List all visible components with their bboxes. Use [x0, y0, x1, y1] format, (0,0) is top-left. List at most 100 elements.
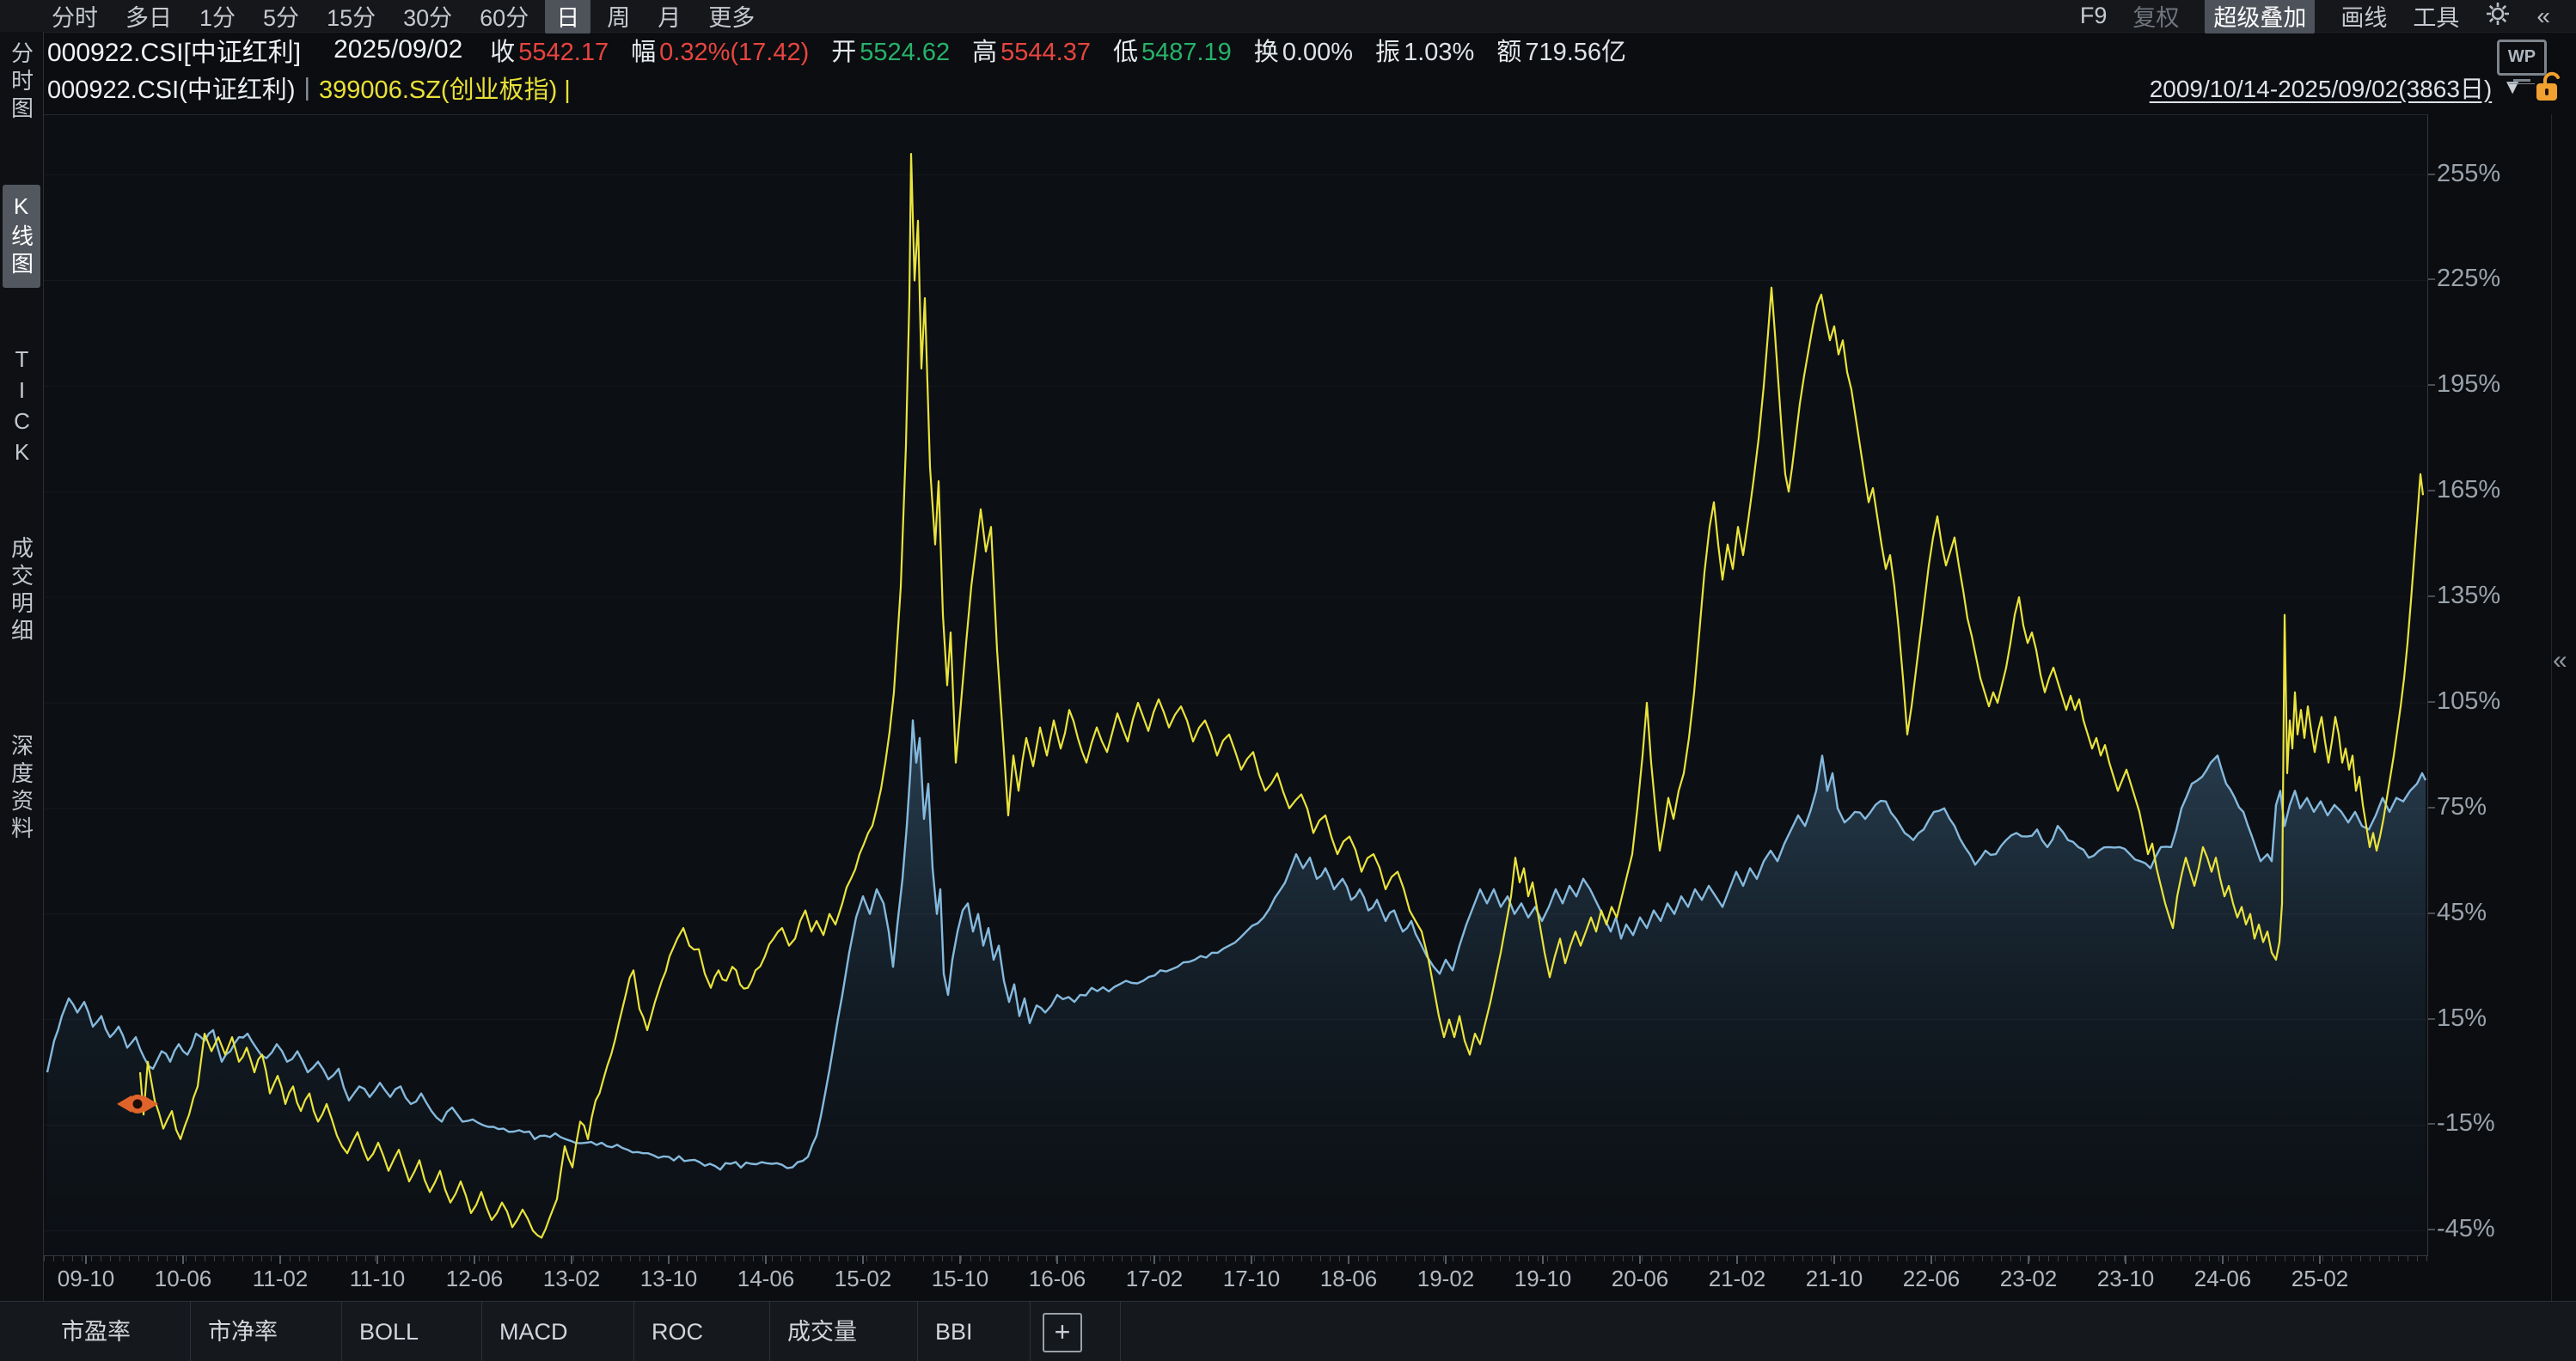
x-tick-mark	[1445, 1255, 1447, 1264]
x-tick-mark	[2125, 1255, 2126, 1264]
left-sidebar: 分时图 K线图 TICK 成交明细深度资料	[0, 32, 44, 1361]
y-tick-mark	[2428, 912, 2435, 914]
indicator-tab-ROC[interactable]: ROC	[634, 1302, 770, 1361]
y-tick-label: 165%	[2437, 476, 2501, 504]
wp-monitor-icon[interactable]: WP	[2497, 40, 2547, 82]
tool-超级叠加[interactable]: 超级叠加	[2205, 0, 2316, 34]
x-tick-label: 20-06	[1611, 1266, 1669, 1291]
x-tick-label: 09-10	[57, 1266, 115, 1291]
x-tick-mark	[474, 1255, 475, 1264]
y-tick-mark	[2428, 490, 2435, 492]
period-15分[interactable]: 15分	[327, 5, 376, 31]
y-tick-mark	[2428, 1229, 2435, 1231]
period-日[interactable]: 日	[545, 0, 591, 34]
quote-field-value: 5487.19	[1141, 39, 1232, 66]
quote-field-value: 0.00%	[1282, 39, 1354, 66]
x-tick-label: 24-06	[2194, 1266, 2252, 1291]
y-tick-label: -15%	[2437, 1109, 2495, 1138]
quote-fields: 收 5542.17 幅 0.32%(17.42) 开 5524.62 高 5544.37 低 54…	[490, 32, 1649, 68]
indicator-tab-市盈率[interactable]: 市盈率	[44, 1302, 191, 1361]
primary-instrument-label[interactable]: 000922.CSI(中证红利)	[47, 76, 296, 104]
x-tick-label: 10-06	[154, 1266, 212, 1291]
period-1分[interactable]: 1分	[199, 5, 236, 31]
indicator-tab-市净率[interactable]: 市净率	[191, 1302, 342, 1361]
x-tick-mark	[1056, 1255, 1058, 1264]
x-tick-label: 16-06	[1028, 1266, 1086, 1291]
overlay-bar: 000922.CSI(中证红利) | 399006.SZ(创业板指) |	[0, 68, 2576, 107]
x-tick-mark	[959, 1255, 961, 1264]
tool-F9[interactable]: F9	[2079, 3, 2108, 28]
indicator-tab-BBI[interactable]: BBI	[918, 1302, 1031, 1361]
unlock-icon[interactable]	[2533, 71, 2562, 104]
indicator-tabbar: 市盈率 市净率 BOLL MACD ROC 成交量 BBI +	[0, 1301, 2576, 1361]
date-range-control[interactable]: 2009/10/14-2025/09/02(3863日) ▼	[2150, 70, 2562, 105]
sidebar-item-成交明细[interactable]: 成交明细	[8, 536, 34, 646]
tool-工具[interactable]: 工具	[2413, 5, 2460, 31]
x-tick-mark	[1251, 1255, 1252, 1264]
quote-symbol[interactable]: 000922.CSI[中证红利]	[47, 39, 302, 67]
sidebar-item-深度资料[interactable]: 深度资料	[8, 734, 34, 844]
y-tick-mark	[2428, 278, 2435, 281]
indicator-tab-MACD[interactable]: MACD	[482, 1302, 634, 1361]
quote-field-value: 5542.17	[518, 39, 609, 66]
quote-field-收: 收 5542.17	[490, 32, 609, 68]
x-tick-mark	[85, 1255, 87, 1264]
sidebar-item-分时图[interactable]: 分时图	[8, 41, 34, 124]
y-tick-label: 15%	[2437, 1004, 2487, 1032]
x-tick-label: 18-06	[1319, 1266, 1378, 1291]
x-tick-mark	[1930, 1255, 1932, 1264]
tool-复权[interactable]: 复权	[2132, 5, 2180, 31]
x-tick-label: 15-02	[834, 1266, 892, 1291]
x-tick-mark	[862, 1255, 864, 1264]
date-range-label[interactable]: 2009/10/14-2025/09/02(3863日)	[2149, 76, 2493, 102]
x-tick-label: 23-10	[2096, 1266, 2155, 1291]
chart-canvas[interactable]	[44, 115, 2427, 1255]
gear-icon[interactable]	[2485, 1, 2511, 31]
sidebar-item-K线图[interactable]: K线图	[3, 185, 40, 288]
overlay-instrument-label[interactable]: 399006.SZ(创业板指) |	[319, 76, 571, 104]
eye-annotation-marker[interactable]	[117, 1094, 158, 1114]
x-tick-label: 25-02	[2291, 1266, 2349, 1291]
y-tick-label: 135%	[2437, 582, 2501, 610]
add-indicator-button[interactable]: +	[1043, 1313, 1082, 1352]
quote-field-value: 719.56亿	[1525, 39, 1627, 66]
quote-field-label: 高	[972, 39, 998, 66]
y-tick-mark	[2428, 1123, 2435, 1126]
quote-field-换: 换 0.00%	[1254, 32, 1353, 68]
overlay-separator: |	[303, 73, 311, 101]
collapse-right-panel-icon[interactable]: «	[2553, 646, 2567, 674]
overlay-chart[interactable]	[44, 114, 2428, 1256]
quote-bar: 000922.CSI[中证红利] 2025/09/02 收 5542.17 幅 0.3…	[0, 32, 2576, 68]
y-tick-label: 45%	[2437, 898, 2487, 926]
y-tick-label: -45%	[2437, 1215, 2495, 1243]
quote-field-label: 低	[1112, 39, 1138, 66]
quote-field-label: 额	[1496, 39, 1522, 66]
indicator-tab-成交量[interactable]: 成交量	[770, 1302, 918, 1361]
indicator-tab-BOLL[interactable]: BOLL	[342, 1302, 482, 1361]
period-60分[interactable]: 60分	[480, 5, 529, 31]
axis-divider	[2551, 114, 2552, 1302]
period-更多[interactable]: 更多	[708, 5, 756, 31]
period-多日[interactable]: 多日	[125, 5, 172, 31]
y-tick-mark	[2428, 173, 2435, 175]
quote-field-label: 换	[1253, 39, 1279, 66]
x-tick-mark	[1542, 1255, 1544, 1264]
quote-field-value: 5524.62	[860, 39, 951, 66]
y-tick-mark	[2428, 1017, 2435, 1020]
period-分时[interactable]: 分时	[52, 5, 98, 31]
period-周[interactable]: 周	[607, 5, 631, 31]
x-tick-label: 17-02	[1125, 1266, 1184, 1291]
period-30分[interactable]: 30分	[403, 5, 453, 31]
collapse-toolbar-icon[interactable]: «	[2536, 2, 2550, 29]
quote-field-label: 收	[490, 39, 516, 66]
y-tick-label: 105%	[2437, 687, 2501, 715]
x-tick-label: 23-02	[1999, 1266, 2058, 1291]
sidebar-item-TICK[interactable]: TICK	[9, 345, 35, 470]
x-tick-label: 12-06	[445, 1266, 504, 1291]
tool-画线[interactable]: 画线	[2340, 5, 2388, 31]
x-tick-mark	[376, 1255, 378, 1264]
x-tick-label: 21-02	[1708, 1266, 1766, 1291]
period-月[interactable]: 月	[658, 5, 682, 31]
series-line-399006.SZ(创业板指)	[138, 153, 2425, 1239]
period-5分[interactable]: 5分	[263, 5, 300, 31]
